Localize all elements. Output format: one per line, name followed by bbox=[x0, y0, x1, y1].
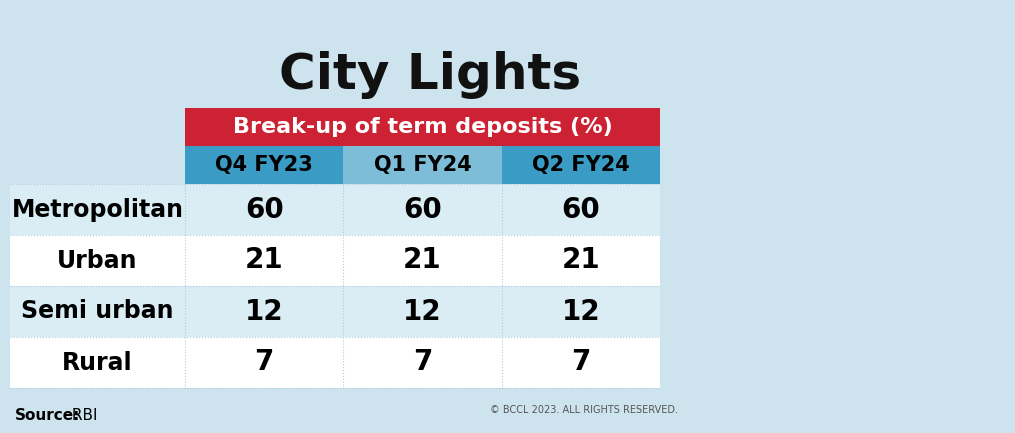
Bar bbox=[10, 337, 660, 388]
Text: Semi urban: Semi urban bbox=[21, 300, 174, 323]
Bar bbox=[185, 146, 343, 184]
Text: 7: 7 bbox=[255, 349, 274, 377]
Bar bbox=[185, 108, 660, 146]
Text: Source:: Source: bbox=[15, 407, 80, 423]
Text: 12: 12 bbox=[403, 297, 442, 326]
Text: 21: 21 bbox=[245, 246, 283, 275]
Text: Metropolitan: Metropolitan bbox=[11, 197, 184, 222]
Bar bbox=[343, 146, 501, 184]
Text: 12: 12 bbox=[245, 297, 283, 326]
Bar bbox=[501, 146, 660, 184]
Text: 21: 21 bbox=[561, 246, 600, 275]
Text: 60: 60 bbox=[245, 196, 283, 223]
Text: 60: 60 bbox=[403, 196, 442, 223]
Text: Break-up of term deposits (%): Break-up of term deposits (%) bbox=[232, 117, 612, 137]
Text: Urban: Urban bbox=[57, 249, 138, 272]
Text: Q1 FY24: Q1 FY24 bbox=[374, 155, 471, 175]
Text: RBI: RBI bbox=[67, 407, 97, 423]
Text: City Lights: City Lights bbox=[279, 51, 581, 99]
Text: Q4 FY23: Q4 FY23 bbox=[215, 155, 313, 175]
Text: © BCCL 2023. ALL RIGHTS RESERVED.: © BCCL 2023. ALL RIGHTS RESERVED. bbox=[490, 405, 678, 415]
Text: 7: 7 bbox=[413, 349, 432, 377]
Text: Rural: Rural bbox=[62, 350, 133, 375]
Text: 7: 7 bbox=[571, 349, 591, 377]
Text: 60: 60 bbox=[561, 196, 600, 223]
Text: 21: 21 bbox=[403, 246, 442, 275]
Text: 12: 12 bbox=[561, 297, 600, 326]
Bar bbox=[10, 286, 660, 337]
Bar bbox=[10, 184, 660, 235]
Text: Q2 FY24: Q2 FY24 bbox=[532, 155, 629, 175]
Bar bbox=[10, 235, 660, 286]
